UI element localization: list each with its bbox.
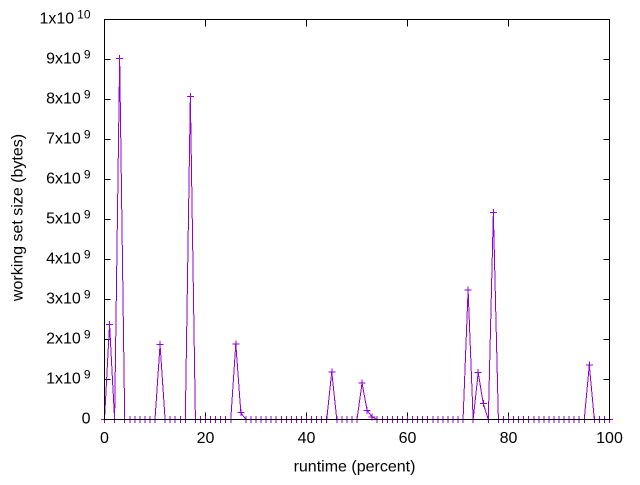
svg-text:0: 0 [100,430,109,447]
svg-text:60: 60 [399,430,417,447]
svg-text:100: 100 [596,430,623,447]
svg-text:40: 40 [298,430,316,447]
svg-text:working set size (bytes): working set size (bytes) [10,134,27,302]
svg-text:runtime (percent): runtime (percent) [294,458,416,475]
svg-text:0: 0 [82,411,91,428]
svg-text:80: 80 [500,430,518,447]
svg-text:20: 20 [197,430,215,447]
